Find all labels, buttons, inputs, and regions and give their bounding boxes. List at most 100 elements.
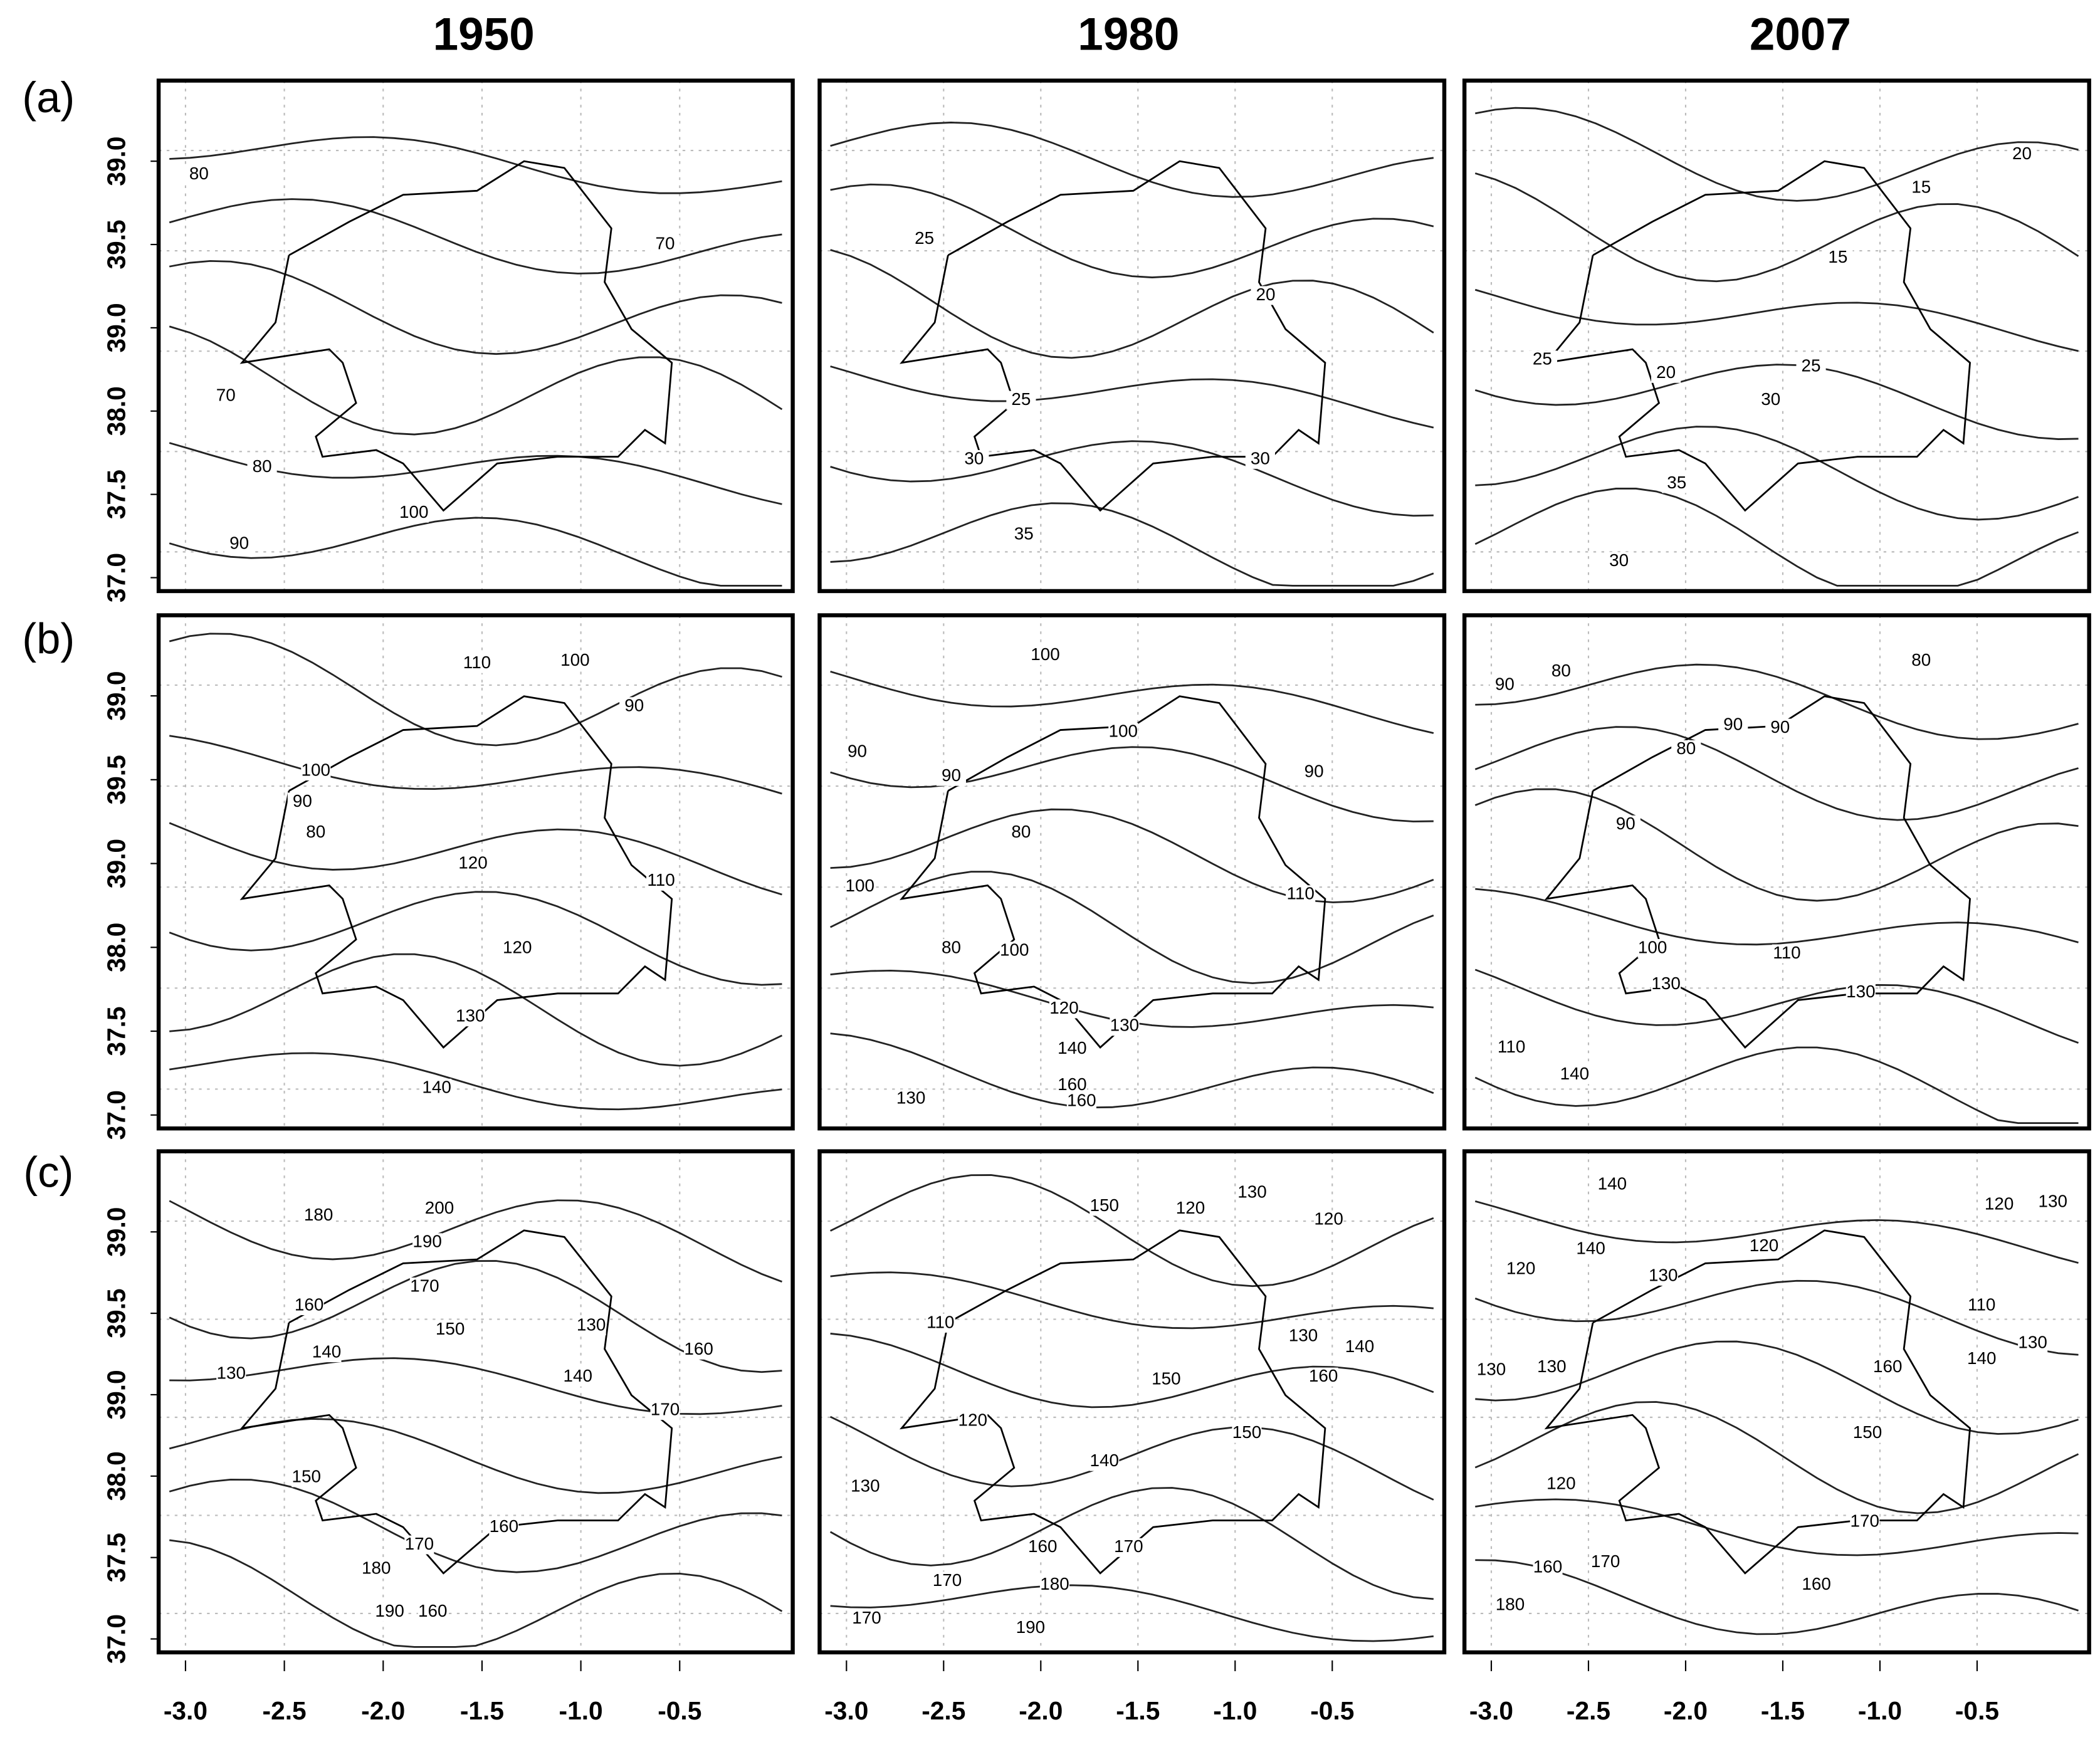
contour-label: 110 bbox=[927, 1312, 954, 1331]
label-bg bbox=[932, 1572, 962, 1591]
contour-label: 80 bbox=[1551, 661, 1571, 680]
contour-label: 140 bbox=[312, 1341, 341, 1361]
label-bg bbox=[684, 1340, 714, 1360]
contour-label: 90 bbox=[1305, 762, 1324, 781]
label-bg bbox=[417, 1602, 448, 1622]
label-bg bbox=[361, 1560, 391, 1579]
contour-label: 25 bbox=[915, 228, 934, 248]
contour-label: 15 bbox=[1911, 177, 1931, 196]
label-bg bbox=[1906, 179, 1936, 198]
isoline bbox=[169, 198, 782, 275]
label-bg bbox=[1288, 1327, 1318, 1346]
y-tick-label: 37.5 bbox=[102, 1533, 131, 1582]
label-bg bbox=[462, 654, 492, 673]
x-tick-label: -3.0 bbox=[824, 1696, 868, 1725]
x-tick-label: -2.0 bbox=[1664, 1696, 1708, 1725]
isoline bbox=[1475, 107, 2079, 202]
isoline bbox=[169, 891, 782, 986]
coastline bbox=[900, 160, 1326, 512]
x-tick-label: -2.5 bbox=[263, 1696, 307, 1725]
contour-label: 25 bbox=[1011, 389, 1031, 409]
contour-label: 80 bbox=[1676, 738, 1696, 758]
row-label: (a) bbox=[22, 73, 75, 122]
contour-label: 190 bbox=[375, 1601, 404, 1620]
label-bg bbox=[936, 939, 967, 958]
contour-label: 160 bbox=[1533, 1556, 1562, 1576]
panel-frame bbox=[156, 78, 795, 594]
label-bg bbox=[1749, 1237, 1779, 1256]
contour-label: 80 bbox=[306, 822, 325, 841]
x-tick-label: -1.0 bbox=[1213, 1696, 1257, 1725]
contour-label: 170 bbox=[933, 1570, 962, 1590]
contour-label: 130 bbox=[1289, 1326, 1318, 1345]
contour-label: 160 bbox=[1067, 1091, 1096, 1110]
contour-label: 130 bbox=[896, 1088, 925, 1107]
contour-label: 30 bbox=[1761, 389, 1780, 409]
isoline bbox=[1475, 1498, 2079, 1556]
isoline bbox=[830, 440, 1434, 517]
label-bg bbox=[1527, 350, 1558, 370]
contour-label: 15 bbox=[1828, 247, 1847, 266]
x-tick-label: -1.0 bbox=[1858, 1696, 1902, 1725]
label-bg bbox=[1286, 885, 1316, 905]
column-title: 1950 bbox=[433, 9, 535, 60]
contour-label: 90 bbox=[229, 533, 249, 552]
label-bg bbox=[1057, 1039, 1087, 1059]
isoline bbox=[169, 1478, 782, 1573]
label-bg bbox=[1016, 1619, 1046, 1638]
contour-label: 100 bbox=[1031, 644, 1059, 664]
label-bg bbox=[404, 1535, 434, 1555]
panel-frame bbox=[1462, 78, 2091, 594]
contour-label: 140 bbox=[422, 1077, 451, 1096]
label-bg bbox=[247, 458, 277, 477]
label-bg bbox=[1765, 718, 1795, 738]
label-bg bbox=[1039, 1575, 1070, 1595]
isoline bbox=[1474, 1401, 2079, 1514]
contour-label: 130 bbox=[851, 1476, 879, 1496]
x-tick-label: -0.5 bbox=[1955, 1696, 1999, 1725]
contour-label: 120 bbox=[958, 1410, 987, 1430]
x-tick-label: -1.5 bbox=[460, 1696, 504, 1725]
label-bg bbox=[1852, 1424, 1882, 1443]
x-tick-label: -0.5 bbox=[1310, 1696, 1354, 1725]
label-bg bbox=[850, 1477, 880, 1497]
y-tick-label: 38.0 bbox=[102, 386, 131, 436]
isoline bbox=[1474, 968, 2079, 1044]
label-bg bbox=[1308, 1367, 1338, 1387]
x-tick-label: -1.0 bbox=[559, 1696, 603, 1725]
isoline bbox=[1474, 1279, 2079, 1356]
isoline bbox=[169, 822, 782, 896]
column-title: 2007 bbox=[1750, 9, 1851, 60]
contour-label: 140 bbox=[1345, 1336, 1374, 1356]
contour-label: 90 bbox=[624, 696, 644, 715]
label-bg bbox=[1151, 1370, 1181, 1389]
label-bg bbox=[1232, 1424, 1262, 1443]
map-panel: 80 70 70 80 100 90 bbox=[156, 78, 795, 594]
contour-label: 120 bbox=[1506, 1259, 1535, 1278]
column-title: 1980 bbox=[1078, 9, 1179, 60]
contour-label: 160 bbox=[1873, 1357, 1902, 1376]
isoline bbox=[1474, 488, 2079, 587]
label-bg bbox=[1251, 286, 1281, 305]
label-bg bbox=[1476, 1360, 1506, 1380]
isoline bbox=[1474, 788, 2079, 902]
contour-label: 30 bbox=[1251, 448, 1270, 468]
contour-label: 120 bbox=[1546, 1473, 1575, 1493]
isoline bbox=[169, 632, 782, 747]
label-bg bbox=[851, 1609, 882, 1629]
label-bg bbox=[2038, 1193, 2068, 1212]
label-bg bbox=[1533, 1558, 1563, 1577]
contour-label: 110 bbox=[647, 870, 675, 889]
contour-label: 25 bbox=[1533, 349, 1552, 369]
contour-label: 180 bbox=[1040, 1574, 1069, 1593]
isoline bbox=[1475, 1559, 2079, 1635]
isoline bbox=[1475, 426, 2079, 521]
isoline bbox=[830, 1271, 1434, 1330]
isoline bbox=[829, 1415, 1434, 1501]
label-bg bbox=[294, 1296, 324, 1316]
y-tick-label: 39.5 bbox=[102, 219, 131, 269]
contour-label: 180 bbox=[362, 1558, 391, 1577]
contour-label: 120 bbox=[1985, 1194, 2013, 1214]
label-bg bbox=[619, 697, 649, 716]
map-panel: 110 100 90 100 90 80 120 110 120 130 140 bbox=[156, 613, 795, 1131]
